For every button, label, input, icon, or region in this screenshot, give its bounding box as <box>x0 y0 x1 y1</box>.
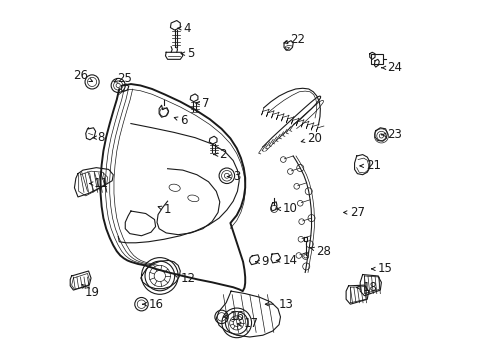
Text: 22: 22 <box>284 33 304 46</box>
Text: 11: 11 <box>89 177 108 190</box>
Text: 7: 7 <box>196 96 209 109</box>
Text: 9: 9 <box>255 255 268 268</box>
Text: 6: 6 <box>174 114 187 127</box>
Text: 8: 8 <box>93 131 104 144</box>
Text: 18: 18 <box>356 281 377 294</box>
Text: 19: 19 <box>82 284 100 299</box>
Text: 20: 20 <box>301 132 322 145</box>
Text: 10: 10 <box>276 202 297 215</box>
Text: 27: 27 <box>343 206 365 219</box>
Text: 5: 5 <box>181 47 194 60</box>
Text: 17: 17 <box>237 318 258 330</box>
Text: 13: 13 <box>265 298 293 311</box>
Text: 3: 3 <box>227 170 240 183</box>
Text: 15: 15 <box>371 262 392 275</box>
Text: 4: 4 <box>177 22 191 35</box>
Text: 25: 25 <box>114 72 131 85</box>
Text: 23: 23 <box>381 129 402 141</box>
Text: 21: 21 <box>359 159 381 172</box>
Text: 24: 24 <box>381 61 402 74</box>
Text: 26: 26 <box>73 69 92 82</box>
Text: 2: 2 <box>213 148 226 161</box>
Text: 16: 16 <box>142 298 163 311</box>
Text: 14: 14 <box>276 254 297 267</box>
Text: 28: 28 <box>309 245 330 258</box>
Text: 16: 16 <box>223 310 244 323</box>
Text: 1: 1 <box>158 203 171 216</box>
Text: 12: 12 <box>174 271 195 284</box>
